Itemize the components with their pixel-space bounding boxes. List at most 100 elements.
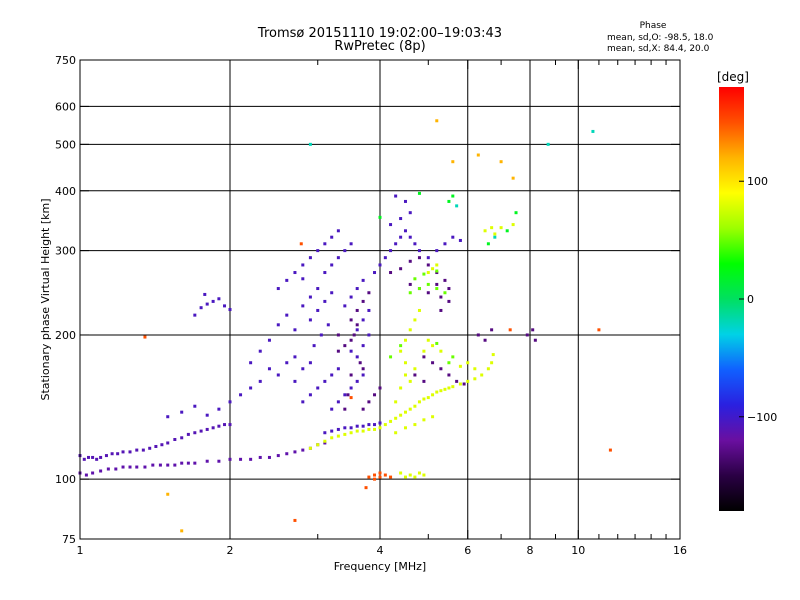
data-point — [361, 367, 365, 371]
data-point — [276, 373, 280, 377]
data-point — [514, 211, 518, 215]
data-point — [451, 160, 455, 164]
data-point — [352, 333, 356, 337]
data-point — [443, 387, 447, 391]
y-tick-label: 75 — [62, 533, 76, 546]
data-point — [451, 385, 455, 389]
data-point — [276, 287, 280, 291]
data-point — [186, 432, 190, 436]
data-point — [343, 393, 347, 397]
data-point — [422, 418, 426, 422]
data-point — [367, 427, 371, 431]
data-point — [91, 471, 95, 475]
colorbar-tick-label: 100 — [747, 175, 768, 188]
data-point — [608, 448, 612, 452]
data-point — [367, 333, 371, 337]
data-point — [355, 379, 359, 383]
data-point — [121, 465, 125, 469]
data-point — [355, 287, 359, 291]
data-point — [267, 455, 271, 459]
data-point — [316, 249, 320, 253]
data-point — [358, 361, 362, 365]
data-point — [330, 235, 334, 239]
data-point — [336, 229, 340, 233]
data-point — [408, 211, 412, 215]
data-point — [389, 249, 393, 253]
data-point — [349, 386, 353, 390]
data-point — [180, 436, 184, 440]
data-point — [323, 441, 327, 445]
data-point — [301, 277, 305, 281]
data-point — [228, 308, 232, 312]
data-point — [316, 386, 320, 390]
data-point — [349, 295, 353, 299]
data-point — [417, 400, 421, 404]
data-point — [413, 423, 417, 427]
data-point — [462, 382, 466, 386]
data-point — [330, 429, 334, 433]
data-point — [426, 291, 430, 295]
data-point — [403, 426, 407, 430]
data-point — [389, 419, 393, 423]
data-point — [106, 467, 110, 471]
data-point — [399, 471, 403, 475]
data-point — [435, 119, 439, 123]
data-point — [148, 446, 152, 450]
data-point — [180, 410, 184, 414]
x-tick-label: 16 — [673, 544, 687, 557]
data-point — [343, 249, 347, 253]
data-point — [336, 367, 340, 371]
data-point — [458, 364, 462, 368]
x-tick-label: 6 — [464, 544, 471, 557]
data-point — [285, 361, 289, 365]
data-point — [361, 318, 365, 322]
data-point — [511, 223, 515, 227]
data-point — [426, 282, 430, 286]
data-point — [349, 373, 353, 377]
data-point — [203, 292, 207, 296]
colorbar-tick-label: −100 — [747, 411, 777, 424]
data-point — [267, 367, 271, 371]
data-point — [383, 423, 387, 427]
data-point — [186, 461, 190, 465]
data-point — [403, 229, 407, 233]
data-point — [399, 267, 403, 271]
data-point — [399, 217, 403, 221]
data-point — [476, 153, 480, 157]
data-point — [367, 423, 371, 427]
data-point — [293, 271, 297, 275]
data-point — [193, 461, 197, 465]
data-point — [249, 457, 253, 461]
data-point — [343, 344, 347, 348]
data-point — [490, 361, 494, 365]
data-point — [258, 379, 262, 383]
data-point — [84, 473, 88, 477]
data-point — [336, 400, 340, 404]
data-point — [361, 299, 365, 303]
data-point — [443, 278, 447, 282]
data-point — [417, 249, 421, 253]
data-point — [439, 308, 443, 312]
data-point — [349, 338, 353, 342]
data-point — [285, 313, 289, 317]
data-point — [355, 323, 359, 327]
y-tick-label: 400 — [55, 185, 76, 198]
data-point — [160, 443, 164, 447]
data-point — [293, 518, 297, 522]
data-point — [413, 277, 417, 281]
phase-o-stats: mean, sd,O: -98.5, 18.0 — [607, 33, 714, 43]
data-point — [383, 256, 387, 260]
data-point — [91, 455, 95, 459]
data-point — [293, 379, 297, 383]
data-point — [417, 308, 421, 312]
x-tick-label: 1 — [77, 544, 84, 557]
data-point — [343, 432, 347, 436]
data-point — [403, 361, 407, 365]
data-point — [239, 393, 243, 397]
data-point — [373, 423, 377, 427]
data-point — [349, 431, 353, 435]
data-point — [431, 415, 435, 419]
data-point — [217, 459, 221, 463]
data-point — [408, 473, 412, 477]
